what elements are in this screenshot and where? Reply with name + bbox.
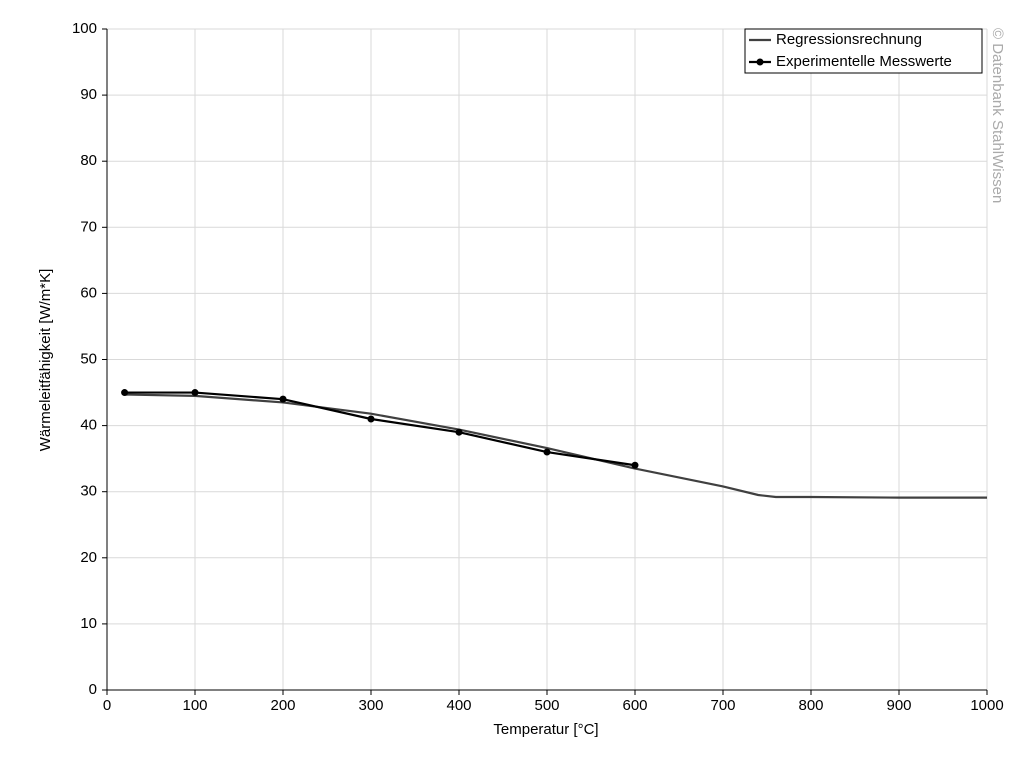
data-point: [191, 389, 199, 397]
y-tick-label: 80: [80, 152, 97, 169]
x-tick-label: 700: [710, 697, 735, 714]
legend-box: [744, 28, 983, 74]
y-tick-label: 30: [80, 483, 97, 500]
y-tick-label: 0: [89, 681, 97, 698]
data-point: [121, 389, 129, 397]
legend-label: Experimentelle Messwerte: [776, 53, 952, 70]
data-point: [455, 428, 463, 436]
legend-label: Regressionsrechnung: [776, 31, 922, 48]
y-tick-label: 50: [80, 350, 97, 367]
x-tick-label: 500: [534, 697, 559, 714]
y-tick-label: 20: [80, 549, 97, 566]
data-point: [279, 395, 287, 403]
y-tick-label: 90: [80, 86, 97, 103]
x-axis-label: Temperatur [°C]: [493, 721, 598, 738]
data-point: [367, 415, 375, 423]
y-tick-label: 10: [80, 615, 97, 632]
x-tick-label: 600: [622, 697, 647, 714]
x-tick-label: 100: [182, 697, 207, 714]
x-tick-label: 0: [103, 697, 111, 714]
series-line: [124, 393, 987, 499]
x-tick-label: 900: [886, 697, 911, 714]
y-tick-label: 100: [72, 20, 97, 37]
x-tick-label: 400: [446, 697, 471, 714]
y-axis-label: Wärmeleitfähigkeit [W/m*K]: [37, 269, 54, 452]
y-tick-label: 70: [80, 218, 97, 235]
x-tick-label: 200: [270, 697, 295, 714]
watermark: © Datenbank StahlWissen: [989, 28, 1006, 203]
series-line: [124, 391, 636, 467]
legend-marker: [756, 58, 764, 66]
y-tick-label: 60: [80, 284, 97, 301]
x-tick-label: 1000: [970, 697, 1003, 714]
x-tick-label: 300: [358, 697, 383, 714]
data-point: [543, 448, 551, 456]
y-tick-label: 40: [80, 417, 97, 434]
data-point: [631, 461, 639, 469]
x-tick-label: 800: [798, 697, 823, 714]
